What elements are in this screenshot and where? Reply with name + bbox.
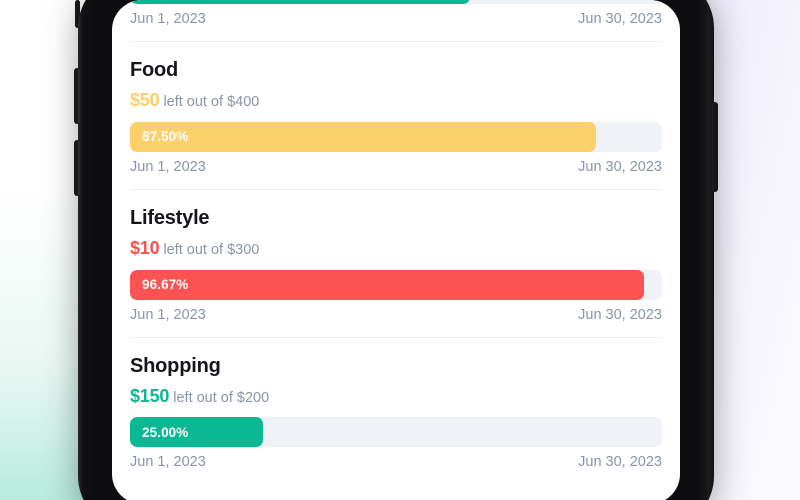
budget-start-date: Jun 1, 2023: [130, 158, 206, 175]
budget-item[interactable]: Lifestyle $10 left out of $300 96.67% Jun 1,…: [130, 188, 662, 323]
budget-progress-fill: 64.00%: [130, 0, 471, 4]
budget-date-range: Jun 1, 2023 Jun 30, 2023: [130, 307, 662, 323]
budget-category-name: Shopping: [130, 354, 221, 377]
budget-progress-track: 96.67%: [130, 269, 662, 300]
budget-progress-fill: 87.50%: [130, 121, 596, 152]
budget-amount-row: $50 left out of $400: [130, 89, 662, 113]
budget-category-name: Food: [130, 59, 179, 81]
budget-end-date: Jun 30, 2023: [578, 454, 662, 471]
volume-down-button[interactable]: [74, 140, 80, 196]
budget-amount-left: $50: [130, 90, 160, 110]
budget-amount-left: $10: [130, 237, 160, 258]
budget-item[interactable]: Food $50 left out of $400 87.50% Jun 1, 2023…: [130, 41, 662, 175]
budget-progress-label: 87.50%: [142, 129, 189, 145]
budget-item[interactable]: Shopping $150 left out of $200 25.00% Jun 1,…: [130, 336, 662, 470]
budget-progress-fill: 25.00%: [130, 417, 263, 448]
budget-start-date: Jun 1, 2023: [130, 11, 206, 27]
budget-amount-row: $10 left out of $300: [130, 237, 662, 261]
budget-progress-label: 96.67%: [142, 277, 189, 293]
budget-progress-label: 25.00%: [142, 424, 189, 440]
budget-amount-left: $150: [130, 385, 170, 406]
budget-progress-track: 25.00%: [130, 417, 662, 448]
budget-date-range: Jun 1, 2023 Jun 30, 2023: [130, 11, 662, 27]
budget-end-date: Jun 30, 2023: [578, 306, 662, 323]
budget-amount-row: $150 left out of $200: [130, 385, 662, 409]
budget-progress-fill: 96.67%: [130, 269, 645, 300]
budget-date-range: Jun 1, 2023 Jun 30, 2023: [130, 454, 662, 470]
volume-up-button[interactable]: [74, 68, 80, 124]
budget-date-range: Jun 1, 2023 Jun 30, 2023: [130, 159, 662, 175]
budget-start-date: Jun 1, 2023: [130, 454, 206, 471]
power-button[interactable]: [712, 102, 718, 192]
silent-switch[interactable]: [75, 0, 80, 28]
budget-start-date: Jun 1, 2023: [130, 306, 206, 323]
budget-end-date: Jun 30, 2023: [578, 158, 662, 175]
budget-amount-total: left out of $300: [163, 241, 260, 258]
budget-amount-total: left out of $200: [173, 389, 270, 406]
budget-end-date: Jun 30, 2023: [578, 11, 662, 27]
budget-category-name: Lifestyle: [130, 206, 210, 229]
budget-item[interactable]: 64.00% Jun 1, 2023 Jun 30, 2023: [130, 0, 662, 27]
budget-progress-track: 87.50%: [130, 121, 662, 152]
budget-progress-track: 64.00%: [130, 0, 662, 4]
budget-amount-total: left out of $400: [163, 94, 260, 110]
